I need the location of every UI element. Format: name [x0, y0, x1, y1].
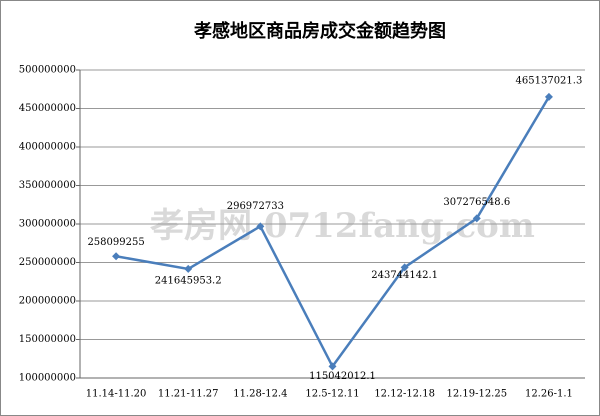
x-tick-label: 12.12-12.18	[374, 389, 435, 400]
data-point	[400, 263, 409, 272]
y-tick-label: 100000000	[19, 373, 76, 384]
y-tick-label: 200000000	[19, 296, 76, 307]
y-tick-label: 250000000	[19, 257, 76, 268]
data-point	[544, 92, 553, 101]
x-tick-label: 12.19-12.25	[446, 389, 507, 400]
data-label: 243744142.1	[371, 270, 438, 281]
x-tick-label: 11.21-11.27	[158, 389, 219, 400]
x-tick-label: 12.26-1.1	[525, 389, 573, 400]
data-point	[328, 362, 337, 371]
data-label: 241645953.2	[155, 275, 222, 286]
y-tick-label: 300000000	[19, 219, 76, 230]
y-tick-label: 450000000	[19, 103, 76, 114]
data-label: 296972733	[227, 201, 284, 212]
y-tick-label: 400000000	[19, 142, 76, 153]
data-label: 115042012.1	[309, 371, 376, 382]
chart-title: 孝感地区商品房成交金额趋势图	[193, 20, 446, 42]
x-tick-label: 11.14-11.20	[86, 389, 147, 400]
y-tick-label: 150000000	[19, 334, 76, 345]
watermark: 孝房网 0712fang.com	[150, 206, 535, 246]
y-tick-label: 350000000	[19, 180, 76, 191]
x-tick-label: 12.5-12.11	[305, 389, 359, 400]
data-point	[472, 214, 481, 223]
data-point	[112, 252, 121, 261]
data-point	[256, 222, 265, 231]
x-tick-label: 11.28-12.4	[233, 389, 287, 400]
data-label: 258099255	[87, 237, 144, 248]
data-label: 307276548.6	[443, 197, 510, 208]
y-tick-label: 500000000	[19, 65, 76, 76]
data-point	[184, 264, 193, 273]
data-label: 465137021.3	[516, 75, 583, 86]
